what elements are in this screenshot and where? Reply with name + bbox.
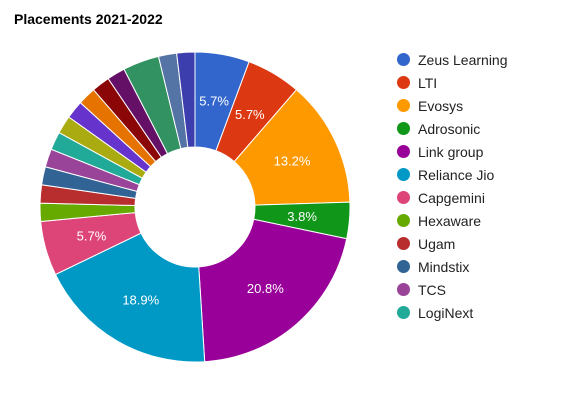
- legend-label: Hexaware: [418, 212, 482, 229]
- legend-swatch-icon: [397, 76, 410, 89]
- donut-slice[interactable]: [233, 89, 351, 206]
- chart-legend: Zeus Learning LTI Evosys Adrosonic Link grou…: [397, 48, 508, 324]
- slice-data-label: 13.2%: [274, 153, 311, 168]
- legend-swatch-icon: [397, 53, 410, 66]
- donut-slice[interactable]: [176, 51, 196, 148]
- slice-data-label: 3.8%: [287, 209, 317, 224]
- legend-swatch-icon: [397, 168, 410, 181]
- legend-item[interactable]: Zeus Learning: [397, 48, 508, 71]
- legend-item[interactable]: TCS: [397, 278, 508, 301]
- donut-slice[interactable]: [198, 218, 348, 363]
- legend-swatch-icon: [397, 306, 410, 319]
- donut-slice[interactable]: [54, 232, 206, 363]
- legend-label: LTI: [418, 74, 438, 91]
- legend-swatch-icon: [397, 260, 410, 273]
- legend-label: Evosys: [418, 97, 464, 114]
- legend-item[interactable]: Link group: [397, 140, 508, 163]
- legend-swatch-icon: [397, 214, 410, 227]
- legend-label: Ugam: [418, 235, 456, 252]
- legend-item[interactable]: LTI: [397, 71, 508, 94]
- legend-swatch-icon: [397, 122, 410, 135]
- legend-label: Zeus Learning: [418, 51, 508, 68]
- legend-item[interactable]: Mindstix: [397, 255, 508, 278]
- chart-title: Placements 2021-2022: [14, 11, 163, 27]
- legend-swatch-icon: [397, 283, 410, 296]
- legend-swatch-icon: [397, 145, 410, 158]
- legend-swatch-icon: [397, 191, 410, 204]
- legend-label: LogiNext: [418, 304, 474, 321]
- legend-item[interactable]: Capgemini: [397, 186, 508, 209]
- legend-item[interactable]: Reliance Jio: [397, 163, 508, 186]
- legend-label: Mindstix: [418, 258, 470, 275]
- legend-label: Capgemini: [418, 189, 485, 206]
- legend-swatch-icon: [397, 99, 410, 112]
- legend-item[interactable]: Hexaware: [397, 209, 508, 232]
- legend-item[interactable]: Ugam: [397, 232, 508, 255]
- legend-label: TCS: [418, 281, 446, 298]
- legend-label: Adrosonic: [418, 120, 481, 137]
- legend-item[interactable]: Adrosonic: [397, 117, 508, 140]
- slice-data-label: 18.9%: [122, 292, 159, 307]
- legend-label: Reliance Jio: [418, 166, 495, 183]
- legend-label: Link group: [418, 143, 484, 160]
- slice-data-label: 5.7%: [77, 228, 107, 243]
- slice-data-label: 5.7%: [235, 107, 265, 122]
- slice-data-label: 5.7%: [199, 94, 229, 109]
- legend-item[interactable]: LogiNext: [397, 301, 508, 324]
- legend-item[interactable]: Evosys: [397, 94, 508, 117]
- legend-swatch-icon: [397, 237, 410, 250]
- slice-data-label: 20.8%: [247, 281, 284, 296]
